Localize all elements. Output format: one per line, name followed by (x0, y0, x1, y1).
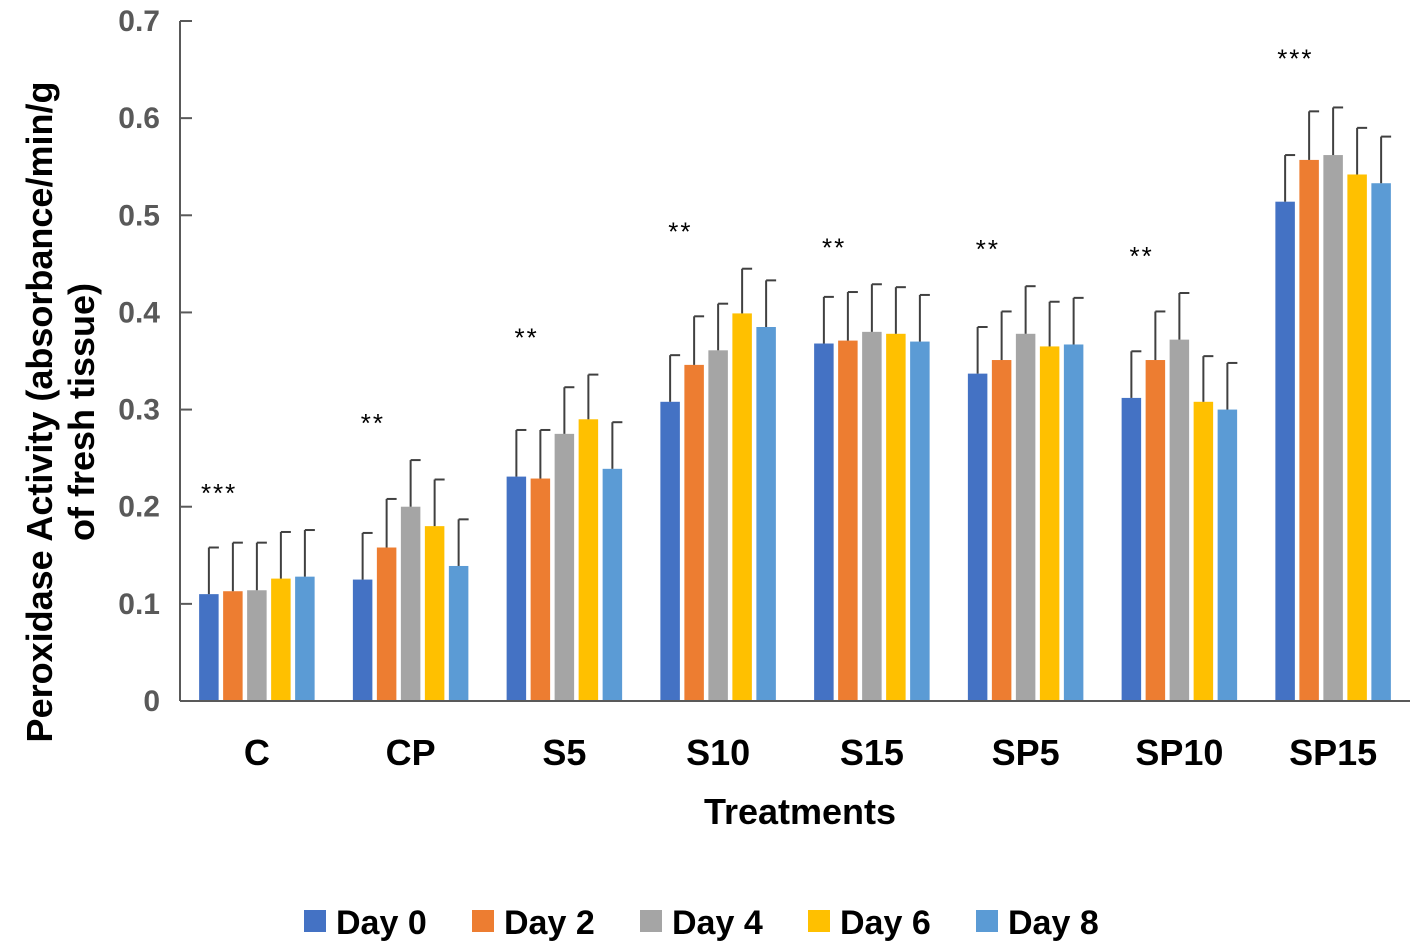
y-tick-label: 0.4 (118, 296, 160, 329)
y-axis-title-line-2: of fresh tissue) (61, 283, 102, 541)
y-tick-label: 0.3 (118, 394, 160, 427)
significance-label: *** (201, 478, 237, 508)
x-tick-label: S10 (686, 732, 750, 773)
bar-SP15-day-2 (1299, 159, 1319, 701)
bar-CP-day-2 (376, 547, 397, 701)
legend-label: Day 4 (672, 904, 763, 942)
bar-SP5-day-2 (991, 360, 1012, 701)
y-tick-label: 0.6 (118, 102, 160, 135)
bar-CP-day-8 (448, 565, 469, 701)
x-tick-label: C (244, 732, 270, 773)
significance-label: ** (976, 234, 1000, 264)
bar-SP10-day-0 (1121, 397, 1142, 701)
legend-swatch-day-6 (808, 910, 830, 932)
y-tick-label: 0.7 (118, 5, 160, 38)
y-axis-title: Peroxidase Activity (absorbance/min/g of… (19, 82, 102, 743)
bar-S10-day-4 (708, 350, 728, 701)
legend-label: Day 8 (1008, 904, 1099, 942)
bar-S10-day-8 (756, 327, 776, 701)
bar-S15-day-8 (910, 341, 930, 701)
bar-SP10-day-4 (1169, 339, 1190, 701)
x-tick-label: CP (386, 732, 436, 773)
x-tick-label: S5 (542, 732, 586, 773)
bar-S10-day-2 (684, 364, 704, 701)
y-tick-label: 0.2 (118, 491, 160, 524)
significance-label: ** (1130, 241, 1154, 271)
legend-swatch-day-4 (640, 910, 662, 932)
x-tick-label: SP10 (1135, 732, 1223, 773)
bar-S5-day-2 (530, 478, 551, 701)
bar-C-day-6 (271, 578, 291, 701)
significance-label: ** (668, 217, 692, 247)
bars (199, 155, 1391, 702)
bar-S5-day-4 (554, 433, 575, 701)
y-axis-title-line-1: Peroxidase Activity (absorbance/min/g (19, 82, 60, 743)
bar-S15-day-2 (838, 340, 858, 701)
significance-label: ** (822, 232, 846, 262)
bar-S5-day-6 (578, 419, 599, 701)
significance-label: ** (515, 323, 539, 353)
bar-S15-day-6 (886, 333, 906, 701)
significance-label: *** (1277, 43, 1313, 73)
bar-C-day-0 (199, 594, 219, 701)
bar-SP15-day-4 (1323, 155, 1343, 702)
bar-SP10-day-8 (1217, 409, 1238, 701)
bar-SP10-day-6 (1193, 401, 1214, 701)
y-axis-ticks: 0 0.1 0.2 0.3 0.4 0.5 0.6 0.7 (118, 5, 192, 718)
bar-C-day-8 (295, 576, 315, 701)
y-tick-label: 0.1 (118, 588, 160, 621)
legend-swatch-day-0 (304, 910, 326, 932)
bar-S10-day-0 (660, 401, 680, 701)
bar-CP-day-6 (424, 526, 445, 701)
x-tick-label: S15 (840, 732, 904, 773)
bar-CP-day-0 (352, 579, 373, 701)
bar-C-day-4 (247, 590, 267, 701)
bar-SP15-day-0 (1275, 201, 1295, 701)
bar-SP5-day-0 (967, 373, 988, 701)
x-tick-label: SP15 (1289, 732, 1377, 773)
y-tick-label: 0.5 (118, 199, 160, 232)
legend-label: Day 0 (336, 904, 427, 942)
y-tick-label: 0 (143, 685, 160, 718)
bar-SP5-day-8 (1063, 344, 1084, 701)
significance-label: ** (361, 408, 385, 438)
bar-S15-day-0 (814, 343, 834, 701)
x-axis-title: Treatments (704, 791, 896, 832)
bar-S15-day-4 (862, 331, 882, 701)
bar-C-day-2 (223, 591, 243, 701)
bar-SP5-day-6 (1039, 346, 1060, 701)
bar-SP10-day-2 (1145, 360, 1166, 701)
bar-CP-day-4 (400, 506, 421, 701)
legend-swatch-day-8 (976, 910, 998, 932)
bar-SP15-day-8 (1371, 183, 1391, 701)
legend: Day 0 Day 2 Day 4 Day 6 Day 8 (304, 904, 1099, 942)
significance-labels: *********** ** ***** (201, 43, 1313, 508)
bar-S5-day-0 (506, 476, 527, 701)
legend-label: Day 2 (504, 904, 595, 942)
x-tick-label: SP5 (992, 732, 1060, 773)
error-bars (207, 106, 1392, 595)
legend-label: Day 6 (840, 904, 931, 942)
bar-SP5-day-4 (1015, 333, 1036, 701)
legend-swatch-day-2 (472, 910, 494, 932)
bar-S5-day-8 (602, 468, 623, 701)
x-axis-categories: C CP S5 S10 S15 SP5 SP10 SP15 (244, 732, 1377, 773)
bar-S10-day-6 (732, 313, 752, 701)
bar-SP15-day-6 (1347, 174, 1367, 701)
